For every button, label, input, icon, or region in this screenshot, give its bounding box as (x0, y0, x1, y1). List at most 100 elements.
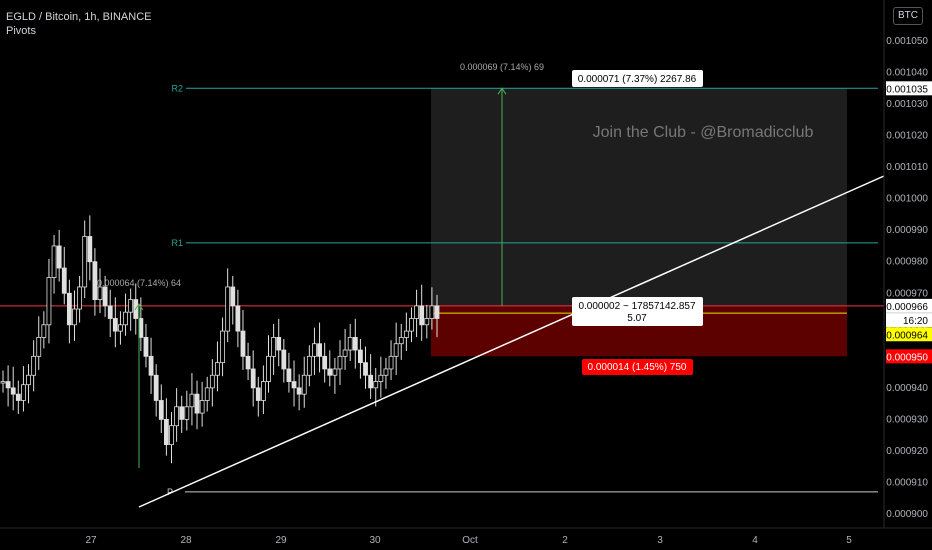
candle-body (291, 381, 297, 389)
time-tick-label: 27 (85, 535, 97, 546)
candle-body (388, 355, 394, 370)
candle-body (184, 406, 190, 420)
target-zone (431, 88, 847, 306)
candle-body (240, 330, 246, 357)
candle-body (255, 387, 261, 401)
price-tick-label: 0.001020 (886, 131, 928, 142)
candle-body (260, 381, 266, 401)
candle-body (352, 337, 358, 351)
candle-body (266, 355, 271, 382)
candle-body (276, 337, 282, 351)
price-tick-label: 0.000900 (886, 509, 928, 520)
price-tick-label: 0.000990 (886, 225, 928, 236)
candle-body (225, 286, 231, 332)
candle-body (419, 305, 425, 326)
candle-body (393, 343, 399, 357)
time-tick-label: 5 (846, 535, 852, 546)
position-zones: Join the Club - @Bromadicclub (431, 88, 847, 357)
candle-body (15, 393, 21, 401)
chart-header: EGLD / Bitcoin, 1h, BINANCE Pivots (6, 10, 152, 38)
candle-body (46, 277, 52, 326)
candle-body (153, 374, 159, 401)
candle-body (403, 330, 409, 338)
price-tick-label: 0.001000 (886, 194, 928, 205)
price-tick-label: 0.000930 (886, 414, 928, 425)
price-tick-label: 0.000970 (886, 288, 928, 299)
candle-body (230, 286, 236, 307)
candle-body (220, 330, 225, 364)
indicator-name: Pivots (6, 25, 36, 37)
price-label: 0.001035 (886, 84, 928, 95)
symbol-title: EGLD / Bitcoin, 1h, BINANCE (6, 11, 152, 23)
candle-body (296, 387, 302, 395)
candle-body (286, 368, 292, 382)
center-label-line1: 0.000002 ~ 17857142.857 (578, 301, 695, 312)
candle-body (363, 362, 368, 376)
drawings: 0.000069 (7.14%) 69 0.000064 (7.14%) 64 0.… (97, 62, 885, 508)
candle-body (107, 305, 113, 319)
candle-body (332, 368, 338, 376)
candle-body (414, 305, 419, 319)
candle-body (424, 318, 430, 326)
price-label: 0.000950 (886, 352, 928, 363)
price-label-box (886, 349, 932, 364)
candle-body (128, 299, 134, 313)
candle-body (163, 418, 169, 446)
price-label: 0.000966 (886, 302, 928, 313)
candle-body (429, 305, 435, 319)
candle-body (92, 261, 98, 300)
candle-body (72, 308, 77, 326)
price-tick-label: 0.000920 (886, 446, 928, 457)
candle-body (10, 387, 16, 395)
candle-body (409, 318, 414, 332)
candle-body (327, 368, 333, 376)
candle-body (158, 400, 164, 420)
candle-body (373, 381, 379, 389)
candle-body (383, 368, 389, 376)
candle-body (281, 349, 287, 370)
left-arrow-head (134, 303, 144, 311)
candle-body (250, 368, 256, 389)
candle-body (271, 337, 277, 357)
pivot-label-r2: R2 (171, 83, 183, 93)
candlesticks (0, 215, 440, 464)
price-label-box (886, 81, 932, 96)
candle-body (179, 406, 185, 420)
candle-body (322, 355, 328, 370)
price-tick-label: 0.001030 (886, 99, 928, 110)
candle-body (21, 384, 26, 401)
candle-body (398, 337, 404, 345)
time-tick-label: 2 (562, 535, 568, 546)
candle-body (118, 324, 123, 332)
candle-body (61, 267, 67, 294)
candle-body (245, 355, 251, 370)
candle-body (123, 311, 128, 326)
candle-body (347, 337, 353, 351)
target-label: 0.000071 (7.37%) 2267.86 (578, 74, 697, 85)
time-tick-label: 3 (657, 535, 663, 546)
candle-body (36, 337, 42, 357)
candle-body (342, 349, 348, 357)
time-tick-label: 29 (275, 535, 287, 546)
pivot-label-p: P (167, 487, 173, 497)
price-label-box (886, 298, 932, 313)
candle-body (204, 387, 210, 401)
candle-body (306, 355, 312, 376)
candle-body (148, 355, 154, 376)
target-label-box (572, 70, 703, 87)
price-tick-label: 0.001050 (886, 36, 928, 47)
trendline (138, 175, 885, 508)
pivot-label-r1: R1 (171, 238, 183, 248)
currency-badge[interactable]: BTC (893, 7, 923, 25)
candle-body (112, 318, 118, 332)
price-tick-label: 0.000910 (886, 477, 928, 488)
candle-body (51, 245, 57, 278)
candle-body (87, 236, 93, 263)
candle-body (337, 355, 343, 370)
candle-body (41, 324, 47, 338)
time-tick-label: 30 (369, 535, 381, 546)
candle-body (301, 374, 307, 395)
price-tick-label: 0.001040 (886, 68, 928, 79)
